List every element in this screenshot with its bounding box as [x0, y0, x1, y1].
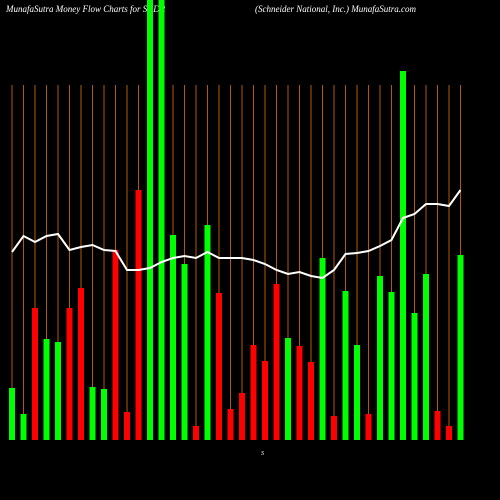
bar	[181, 264, 188, 440]
bar	[170, 235, 176, 440]
bar	[434, 411, 441, 440]
bar	[55, 342, 61, 440]
bar	[262, 361, 268, 440]
money-flow-line	[11, 189, 462, 280]
bar	[78, 288, 84, 440]
bar	[331, 416, 337, 440]
bar	[388, 292, 395, 440]
bar	[377, 276, 383, 440]
bar	[227, 409, 234, 440]
bar	[365, 414, 372, 440]
bar	[354, 345, 360, 440]
bar	[411, 313, 418, 440]
bar	[135, 190, 142, 440]
bar	[147, 0, 153, 440]
bar	[296, 346, 303, 440]
bar	[273, 284, 280, 440]
bar	[423, 274, 429, 440]
bar	[66, 308, 73, 440]
bar	[112, 250, 119, 440]
x-label: S	[261, 451, 264, 457]
chart-subtitle: (Schneider National, Inc.) MunafaSutra.c…	[255, 4, 416, 14]
bar	[342, 291, 349, 440]
bar	[285, 338, 291, 440]
bar	[43, 339, 50, 440]
bar	[9, 388, 15, 440]
bar	[457, 255, 464, 440]
bar	[20, 414, 27, 440]
bar	[101, 389, 107, 440]
bar	[32, 308, 38, 440]
bar	[124, 412, 130, 440]
bar	[193, 426, 199, 440]
bar	[308, 362, 314, 440]
bar	[239, 393, 245, 440]
bar	[89, 387, 96, 440]
bar	[250, 345, 257, 440]
bar	[446, 426, 452, 440]
bar	[204, 225, 211, 440]
bar	[319, 258, 326, 440]
chart-title: MunafaSutra Money Flow Charts for SNDR	[5, 4, 166, 14]
bar	[400, 71, 406, 440]
bar	[216, 293, 222, 440]
bar	[158, 0, 165, 440]
